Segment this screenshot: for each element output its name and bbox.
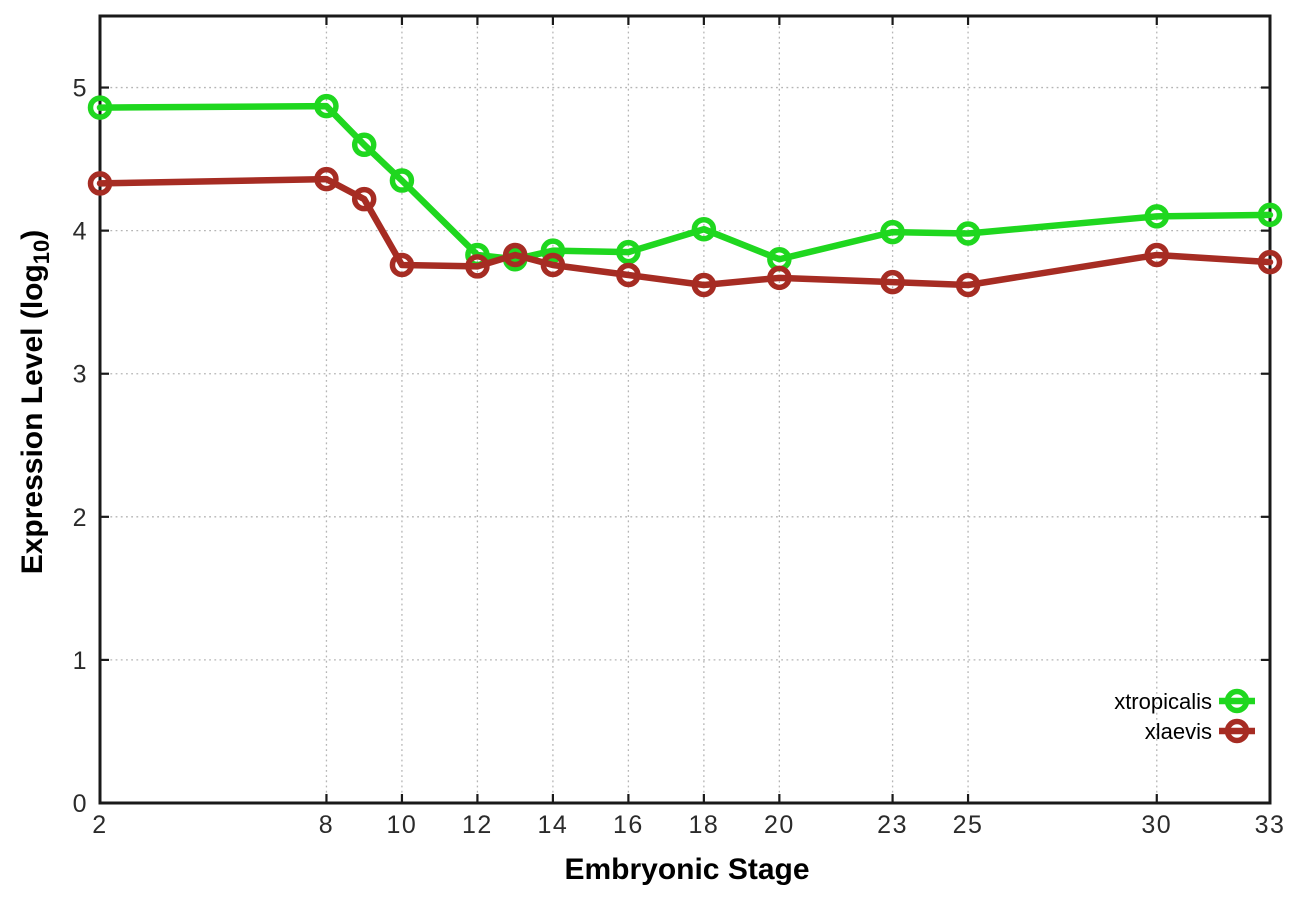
series-marker-xlaevis [465, 254, 490, 279]
series-marker-xlaevis [955, 272, 981, 298]
series-marker-xlaevis [767, 265, 792, 291]
series-marker-xtropicalis [540, 238, 566, 263]
x-tick-label: 8 [319, 811, 334, 839]
y-axis-title: Expression Level (log10) [16, 230, 54, 575]
y-tick-label: 5 [73, 75, 88, 103]
y-axis-title-end: ) [16, 230, 49, 240]
legend-entry-xtropicalis: xtropicalis [1114, 688, 1255, 714]
series-marker-xlaevis [389, 252, 415, 278]
series-marker-xlaevis [616, 262, 641, 288]
series-marker-xtropicalis [1257, 202, 1283, 228]
series-marker-xlaevis [1257, 249, 1283, 275]
x-tick-label: 12 [462, 811, 493, 839]
grid-layer [98, 16, 1272, 805]
series-marker-xtropicalis [351, 132, 377, 158]
y-tick-label: 2 [73, 504, 88, 532]
x-tick-label: 20 [764, 811, 795, 839]
y-axis-title-main: Expression Level (log [16, 264, 49, 574]
legend-entry-xlaevis: xlaevis [1145, 718, 1255, 744]
x-axis-title: Embryonic Stage [564, 853, 809, 886]
x-tick-label: 16 [613, 811, 644, 839]
x-tick-label: 23 [877, 811, 908, 839]
legend-label-xlaevis: xlaevis [1145, 719, 1212, 744]
series-marker-xtropicalis [691, 216, 717, 242]
series-marker-xlaevis [351, 186, 377, 212]
legend-label-xtropicalis: xtropicalis [1114, 689, 1212, 714]
legend: xtropicalis xlaevis [1114, 688, 1255, 744]
x-tick-label: 14 [537, 811, 568, 839]
series-line-xlaevis [96, 175, 1274, 289]
series-marker-xlaevis [502, 242, 528, 268]
legend-marker-xtropicalis [1224, 688, 1250, 714]
x-tick-label: 10 [387, 811, 418, 839]
legend-marker-xlaevis [1224, 718, 1250, 744]
series-layer [87, 93, 1283, 298]
series-marker-xlaevis [314, 166, 339, 192]
x-tick-label: 2 [92, 811, 107, 839]
y-tick-label: 1 [73, 647, 88, 675]
series-marker-xlaevis [880, 269, 905, 295]
x-tick-label: 33 [1255, 811, 1286, 839]
series-marker-xtropicalis [314, 93, 339, 119]
x-tick-label: 25 [953, 811, 984, 839]
series-marker-xlaevis [691, 272, 717, 298]
x-tick-label: 30 [1141, 811, 1172, 839]
series-marker-xlaevis [87, 171, 113, 196]
x-tick-label: 18 [688, 811, 719, 839]
series-marker-xtropicalis [1144, 204, 1170, 229]
y-axis-title-subscript: 10 [29, 240, 54, 264]
plot-border [98, 14, 1272, 805]
series-marker-xtropicalis [87, 95, 113, 120]
series-marker-xtropicalis [616, 239, 641, 265]
series-marker-xtropicalis [880, 219, 905, 245]
series-marker-xtropicalis [955, 221, 981, 246]
y-tick-label: 4 [73, 218, 88, 246]
series-marker-xlaevis [540, 252, 566, 278]
series-marker-xtropicalis [389, 168, 415, 193]
y-tick-label: 3 [73, 361, 88, 389]
y-tick-label: 0 [73, 790, 88, 818]
series-marker-xlaevis [1144, 242, 1170, 268]
